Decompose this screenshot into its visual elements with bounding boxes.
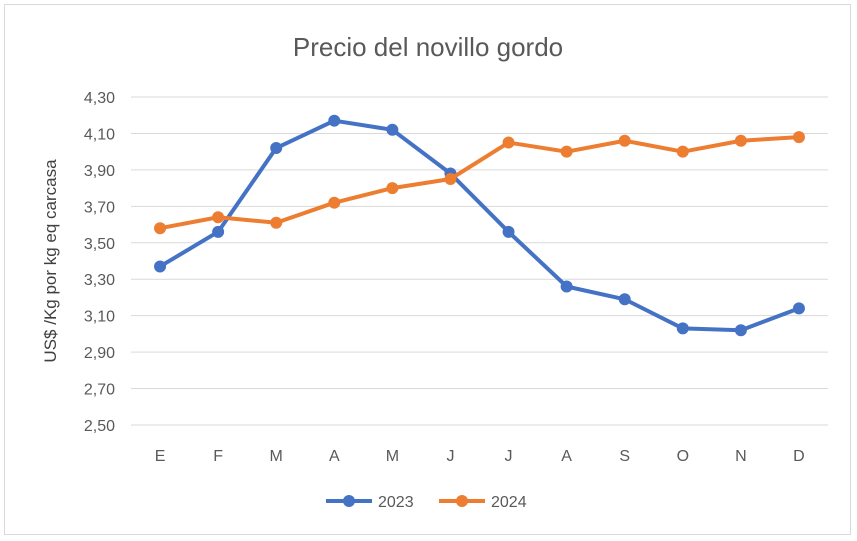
y-tick-label: 2,90	[84, 345, 115, 362]
data-point	[676, 145, 689, 158]
y-axis-ticks: 2,50 2,70 2,90 3,10 3,30 3,50 3,70 3,90 4,10 4,30	[84, 90, 115, 435]
data-point	[502, 225, 515, 238]
y-tick-label: 3,90	[84, 163, 115, 180]
x-tick-label: J	[505, 448, 513, 465]
data-point	[560, 280, 573, 293]
data-point	[154, 260, 167, 273]
x-tick-label: O	[677, 448, 689, 465]
data-point	[502, 136, 515, 149]
legend-marker	[343, 495, 355, 507]
y-tick-label: 3,10	[84, 309, 115, 326]
data-point	[212, 211, 225, 224]
y-axis-label: US$ /Kg por kg eq carcasa	[41, 159, 60, 363]
y-tick-label: 4,10	[84, 126, 115, 143]
series-line-2023	[158, 118, 801, 333]
y-tick-label: 2,70	[84, 382, 115, 399]
y-tick-label: 3,30	[84, 272, 115, 289]
data-point	[792, 131, 805, 144]
y-tick-label: 3,70	[84, 199, 115, 216]
x-tick-label: M	[386, 448, 399, 465]
data-point	[618, 293, 631, 306]
data-point	[560, 145, 573, 158]
data-point	[154, 222, 167, 235]
y-tick-label: 4,30	[84, 90, 115, 107]
legend-marker	[456, 495, 468, 507]
x-tick-label: E	[155, 448, 166, 465]
data-point	[792, 302, 805, 315]
data-point	[212, 225, 225, 238]
data-point	[734, 324, 747, 337]
x-tick-label: A	[329, 448, 340, 465]
data-point	[386, 182, 399, 195]
y-tick-label: 2,50	[84, 418, 115, 435]
legend: 2023 2024	[326, 494, 527, 511]
chart-title: Precio del novillo gordo	[293, 32, 563, 62]
data-point	[676, 322, 689, 335]
x-tick-label: N	[735, 448, 747, 465]
chart-frame	[4, 4, 851, 535]
data-point	[328, 196, 341, 209]
x-tick-label: S	[619, 448, 630, 465]
series-line-2024	[158, 135, 801, 231]
x-tick-label: J	[446, 448, 454, 465]
series-layer	[154, 114, 805, 337]
data-point	[270, 142, 283, 155]
data-point	[270, 216, 283, 229]
data-point	[444, 173, 457, 185]
grid-lines	[131, 96, 828, 426]
x-tick-label: A	[561, 448, 572, 465]
data-point	[734, 134, 747, 147]
data-point	[328, 114, 341, 127]
legend-label: 2024	[491, 494, 527, 511]
data-point	[618, 134, 631, 147]
y-tick-label: 3,50	[84, 236, 115, 253]
x-tick-label: M	[270, 448, 283, 465]
x-tick-label: D	[793, 448, 805, 465]
x-tick-label: F	[213, 448, 223, 465]
data-point	[386, 123, 399, 136]
legend-label: 2023	[378, 494, 414, 511]
